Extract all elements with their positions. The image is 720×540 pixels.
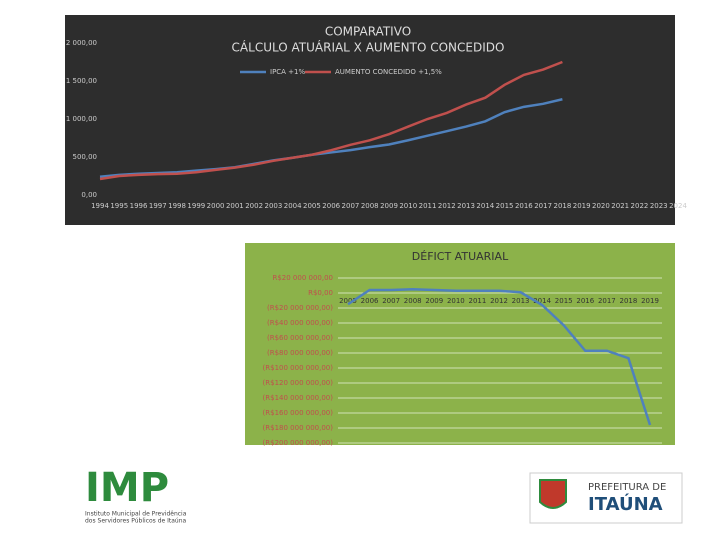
y-tick-label: (R$140 000 000,00) — [263, 394, 334, 402]
logo-text: ITAÚNA — [588, 493, 663, 515]
logo-caption: Instituto Municipal de Previdência — [85, 511, 187, 518]
x-tick-label: 2008 — [361, 202, 379, 210]
line-series — [99, 98, 563, 179]
x-tick-label: 2000 — [207, 202, 225, 210]
y-tick-label: 500,00 — [73, 153, 98, 161]
legend-label: AUMENTO CONCEDIDO +1,5% — [335, 68, 442, 76]
x-tick-label: 2016 — [515, 202, 533, 210]
x-tick-label: 2003 — [264, 202, 282, 210]
x-tick-label: 2010 — [399, 202, 417, 210]
x-tick-label: 2006 — [361, 297, 379, 305]
chart-title: COMPARATIVO — [325, 25, 411, 39]
x-tick-label: 2019 — [641, 297, 659, 305]
x-tick-label: 1998 — [168, 202, 186, 210]
x-tick-label: 2002 — [245, 202, 263, 210]
x-tick-label: 2007 — [382, 297, 400, 305]
prefeitura-logo: PREFEITURA DE ITAÚNA — [529, 472, 683, 524]
x-tick-label: 2007 — [342, 202, 360, 210]
x-tick-label: 2008 — [404, 297, 422, 305]
x-tick-label: 2001 — [226, 202, 244, 210]
x-tick-label: 2021 — [611, 202, 629, 210]
x-tick-label: 2005 — [303, 202, 321, 210]
x-tick-label: 1999 — [187, 202, 205, 210]
y-tick-label: (R$80 000 000,00) — [267, 349, 333, 357]
chart-background — [65, 15, 675, 225]
logo-text: PREFEITURA DE — [588, 482, 666, 493]
x-tick-label: 2017 — [598, 297, 616, 305]
y-tick-label: (R$180 000 000,00) — [263, 424, 334, 432]
x-tick-label: 2019 — [573, 202, 591, 210]
y-tick-label: (R$120 000 000,00) — [263, 379, 334, 387]
x-tick-label: 2013 — [457, 202, 475, 210]
x-tick-label: 2004 — [284, 202, 302, 210]
legend-label: IPCA +1% — [270, 68, 306, 76]
chart-title: DÉFICT ATUARIAL — [412, 250, 509, 263]
x-tick-label: 2009 — [380, 202, 398, 210]
x-tick-label: 1996 — [130, 202, 148, 210]
chart-subtitle: CÁLCULO ATUÁRIAL X AUMENTO CONCEDIDO — [232, 40, 505, 55]
x-tick-label: 2015 — [496, 202, 514, 210]
x-tick-label: 1997 — [149, 202, 167, 210]
logo-crest — [539, 479, 567, 509]
y-tick-label: 2 000,00 — [66, 39, 97, 47]
x-tick-label: 2006 — [322, 202, 340, 210]
chart-background — [245, 243, 675, 445]
y-tick-label: 1 000,00 — [66, 115, 97, 123]
y-tick-label: 1 500,00 — [66, 77, 97, 85]
x-tick-label: 2014 — [533, 297, 551, 305]
x-tick-label: 2024 — [669, 202, 687, 210]
y-tick-label: R$0,00 — [308, 289, 333, 297]
logo-text: IMP — [85, 465, 169, 511]
x-tick-label: 2016 — [576, 297, 594, 305]
x-tick-label: 2012 — [490, 297, 508, 305]
imp-logo: IMP Instituto Municipal de Previdência d… — [85, 465, 187, 525]
x-tick-label: 1995 — [110, 202, 128, 210]
x-tick-label: 2023 — [650, 202, 668, 210]
x-tick-label: 2010 — [447, 297, 465, 305]
x-tick-label: 1994 — [91, 202, 109, 210]
logo-caption: dos Servidores Públicos de Itaúna — [85, 518, 187, 525]
x-tick-label: 2011 — [469, 297, 487, 305]
x-tick-label: 2005 — [339, 297, 357, 305]
x-tick-label: 2013 — [512, 297, 530, 305]
x-tick-label: 2009 — [425, 297, 443, 305]
x-tick-label: 2017 — [534, 202, 552, 210]
y-tick-label: R$20 000 000,00 — [272, 274, 333, 282]
y-tick-label: (R$20 000 000,00) — [267, 304, 333, 312]
x-tick-label: 2018 — [620, 297, 638, 305]
x-tick-label: 2012 — [438, 202, 456, 210]
x-tick-label: 2014 — [476, 202, 494, 210]
x-tick-label: 2022 — [631, 202, 649, 210]
line-series — [347, 287, 652, 426]
x-tick-label: 2018 — [553, 202, 571, 210]
x-tick-label: 2015 — [555, 297, 573, 305]
y-tick-label: (R$100 000 000,00) — [263, 364, 334, 372]
y-tick-label: (R$160 000 000,00) — [263, 409, 334, 417]
x-tick-label: 2011 — [419, 202, 437, 210]
y-tick-label: (R$200 000 000,00) — [263, 439, 334, 447]
y-tick-label: (R$60 000 000,00) — [267, 334, 333, 342]
line-series — [99, 60, 563, 181]
y-tick-label: (R$40 000 000,00) — [267, 319, 333, 327]
x-tick-label: 2020 — [592, 202, 610, 210]
y-tick-label: 0,00 — [81, 191, 97, 199]
